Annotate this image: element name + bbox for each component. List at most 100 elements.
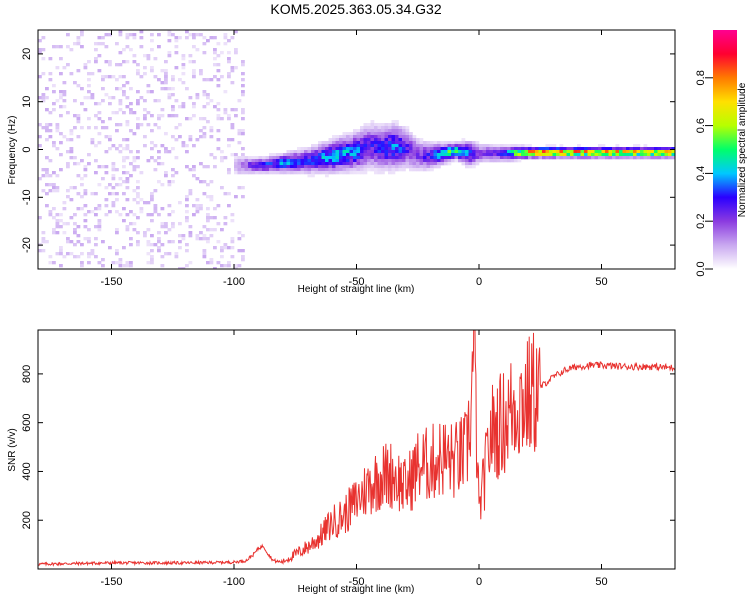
spectrogram-cell (94, 243, 98, 247)
spectrogram-cell (143, 54, 147, 58)
spectrogram-cell (164, 87, 168, 91)
spectrogram-cell (80, 261, 84, 265)
spectrogram-cell (304, 165, 308, 169)
spectrogram-cell (230, 246, 235, 250)
spectrogram-cell (118, 144, 123, 148)
spectrogram-cell (150, 48, 154, 52)
spectrogram-cell (234, 165, 238, 169)
spectrogram-cell (209, 195, 214, 199)
spectrogram-cell (48, 159, 53, 163)
spectrogram-cell (388, 141, 392, 145)
spectrogram-cell (115, 183, 119, 187)
spectrogram-cell (388, 129, 392, 133)
spectrogram-cell (356, 138, 361, 142)
spectrogram-cell (248, 156, 252, 160)
spectrogram-cell (132, 213, 137, 217)
spectrogram-cell (251, 165, 256, 169)
spectrogram-cell (388, 156, 392, 160)
spectrogram-cell (132, 33, 137, 37)
spectrogram-cell (258, 168, 263, 172)
spectrogram-cell (59, 132, 63, 136)
spectrogram-cell (132, 228, 137, 232)
spectrogram-cell (202, 36, 207, 40)
spectrogram-cell (311, 171, 315, 175)
spectrogram-cell (479, 147, 483, 151)
spectrogram-cell (174, 45, 179, 49)
spectrogram-cell (167, 39, 172, 43)
spectrogram-cell (612, 153, 616, 157)
spectrogram-cell (447, 147, 452, 151)
spectrogram-cell (314, 159, 319, 163)
spectrogram-cell (374, 141, 378, 145)
spectrogram-cell (353, 129, 357, 133)
spectrogram-cell (45, 156, 49, 160)
spectrogram-cell (381, 156, 385, 160)
spectrogram-cell (108, 210, 112, 214)
spectrogram-cell (360, 147, 364, 151)
spectrogram-cell (272, 156, 277, 160)
spectrogram-cell (426, 141, 431, 145)
spectrogram-cell (94, 255, 98, 259)
spectrogram-cell (325, 150, 329, 154)
spectrogram-cell (227, 264, 231, 268)
spectrogram-cell (192, 33, 196, 37)
spectrogram-cell (234, 30, 238, 34)
spectrogram-cell (216, 63, 221, 67)
spectrogram-cell (76, 192, 81, 196)
spectrogram-cell (339, 147, 343, 151)
spectrogram-cell (444, 144, 448, 148)
spectrogram-cell (549, 153, 553, 157)
spectrogram-cell (122, 171, 126, 175)
spectrogram-cell (125, 228, 130, 232)
spectrogram-cell (510, 153, 515, 157)
spectrogram-cell (41, 72, 46, 76)
spectrogram-cell (234, 51, 238, 55)
spectrogram-cell (111, 186, 116, 190)
spectrogram-cell (381, 129, 385, 133)
spectrogram-cell (178, 234, 182, 238)
spectrogram-cell (423, 153, 427, 157)
spectrogram-cell (202, 252, 207, 256)
spectrogram-cell (307, 174, 312, 178)
spectrogram-cell (426, 162, 431, 166)
spectrogram-cell (363, 129, 368, 133)
spectrogram-cell (73, 162, 77, 166)
spectrogram-cell (132, 156, 137, 160)
colorbar-tick-label: 0.2 (695, 214, 707, 229)
spectrogram-cell (136, 216, 140, 220)
spectrogram-cell (188, 231, 193, 235)
spectrogram-cell (230, 69, 235, 73)
spectrogram-cell (381, 141, 385, 145)
spectrogram-cell (395, 141, 399, 145)
spectrogram-cell (423, 147, 427, 151)
spectrogram-cell (311, 168, 315, 172)
spectrogram-cell (517, 159, 522, 163)
spectrogram-cell (118, 108, 123, 112)
spectrogram-cell (342, 132, 347, 136)
spectrogram-cell (48, 135, 53, 139)
spectrogram-cell (52, 231, 56, 235)
spectrogram-cell (139, 171, 144, 175)
spectrogram-cell (374, 129, 378, 133)
spectrogram-cell (125, 156, 130, 160)
spectrogram-cell (472, 141, 476, 145)
spectrogram-cell (48, 78, 53, 82)
spectrogram-cell (55, 129, 60, 133)
spectrogram-cell (97, 207, 102, 211)
spectrogram-cell (300, 147, 305, 151)
spectrogram-cell (66, 195, 70, 199)
spectrogram-cell (346, 162, 350, 166)
spectrogram-cell (73, 81, 77, 85)
spectrogram-cell (258, 162, 263, 166)
spectrogram-cell (241, 159, 245, 163)
spectrogram-cell (62, 135, 67, 139)
spectrogram-cell (269, 165, 273, 169)
spectrogram-cell (66, 150, 70, 154)
spectrogram-cell (171, 87, 175, 91)
spectrogram-cell (216, 204, 221, 208)
spectrogram-cell (55, 252, 60, 256)
spectrogram-cell (206, 228, 210, 232)
spectrogram-cell (629, 153, 634, 157)
spectrogram-cell (419, 159, 424, 163)
spectrogram-cell (332, 150, 336, 154)
